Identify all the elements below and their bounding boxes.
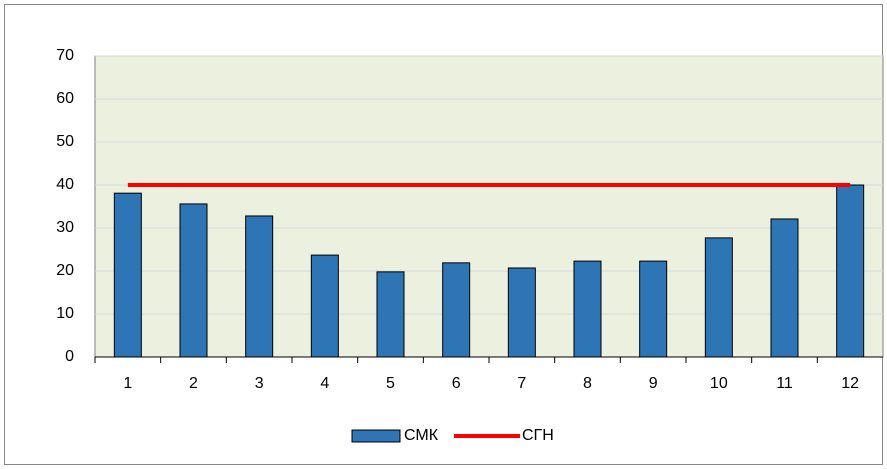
bar bbox=[245, 215, 274, 358]
bar bbox=[442, 262, 471, 358]
x-tick-label: 1 bbox=[123, 375, 132, 392]
x-tick-label: 12 bbox=[841, 375, 859, 392]
bar bbox=[376, 271, 405, 358]
y-tick-label: 0 bbox=[65, 348, 74, 365]
x-tick-label: 11 bbox=[776, 375, 793, 392]
bar bbox=[836, 184, 865, 358]
bar bbox=[704, 237, 733, 358]
x-tick-label: 7 bbox=[517, 375, 526, 392]
x-tick-label: 4 bbox=[320, 375, 329, 392]
legend-swatch bbox=[351, 429, 401, 443]
bar bbox=[179, 203, 208, 358]
bar bbox=[770, 218, 799, 358]
y-tick-label: 10 bbox=[56, 305, 74, 322]
bar bbox=[639, 260, 668, 358]
x-tick-label: 8 bbox=[583, 375, 592, 392]
x-tick-label: 2 bbox=[189, 375, 198, 392]
y-tick-label: 20 bbox=[56, 262, 74, 279]
x-tick-label: 10 bbox=[710, 375, 728, 392]
legend-label: СГН bbox=[522, 427, 554, 444]
bar bbox=[310, 254, 339, 358]
bar bbox=[507, 267, 536, 358]
x-tick-label: 5 bbox=[386, 375, 395, 392]
y-tick-label: 60 bbox=[56, 90, 74, 107]
y-tick-label: 50 bbox=[56, 133, 74, 150]
plot-area bbox=[94, 55, 884, 358]
x-tick-label: 9 bbox=[649, 375, 658, 392]
y-tick-label: 30 bbox=[56, 219, 74, 236]
x-tick-label: 6 bbox=[452, 375, 461, 392]
bar bbox=[113, 192, 142, 358]
y-tick-label: 40 bbox=[56, 176, 74, 193]
bar bbox=[573, 260, 602, 358]
x-tick-label: 3 bbox=[255, 375, 264, 392]
y-tick-label: 70 bbox=[56, 47, 74, 64]
legend-label: СМК bbox=[404, 427, 439, 444]
